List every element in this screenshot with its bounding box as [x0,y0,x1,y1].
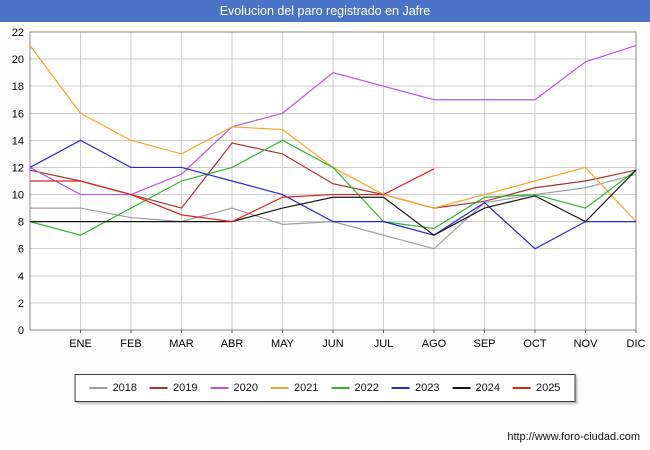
chart-legend: 2018 2019 2020 2021 2022 2023 2024 2025 [74,374,576,402]
series-2023 [29,139,636,250]
svg-text:NOV: NOV [574,338,599,350]
svg-text:FEB: FEB [120,338,141,350]
svg-text:20: 20 [12,54,24,66]
footer-url[interactable]: http://www.foro-ciudad.com [507,431,640,443]
legend-label: 2024 [475,382,500,394]
legend-label: 2021 [294,382,319,394]
y-axis-labels: 0 2 4 6 8 10 12 14 16 18 20 22 [12,27,24,337]
unemployment-line-chart: 0 2 4 6 8 10 12 14 16 18 20 22 ENE FEB MAR ABR MAY JUN JUL… [12,27,646,350]
svg-text:MAR: MAR [169,338,194,350]
svg-text:16: 16 [12,108,24,120]
svg-text:12: 12 [12,162,24,174]
legend-swatch-2019 [150,387,169,389]
legend-item-2019: 2019 [150,382,198,394]
legend-label: 2020 [233,382,259,394]
legend-item-2022: 2022 [331,382,379,394]
legend-item-2025: 2025 [512,382,561,394]
series-2025 [30,168,435,223]
svg-text:2: 2 [18,298,24,310]
svg-text:ABR: ABR [221,338,244,350]
legend-swatch-2023 [391,387,410,389]
svg-text:AGO: AGO [422,338,447,350]
legend-label: 2019 [173,382,198,394]
svg-text:6: 6 [18,244,24,256]
series-2024 [30,169,637,236]
x-axis-labels: ENE FEB MAR ABR MAY JUN JUL AGO SEP OCT NOV DIC [69,330,646,350]
legend-item-2023: 2023 [391,382,440,394]
legend-item-2021: 2021 [271,382,319,394]
svg-text:8: 8 [18,217,24,229]
legend-swatch-2018 [89,387,108,389]
legend-label: 2018 [112,382,138,394]
legend-swatch-2024 [452,387,471,389]
legend-label: 2025 [535,382,561,394]
legend-swatch-2022 [331,387,350,389]
legend-item-2018: 2018 [89,382,138,394]
legend-label: 2022 [354,382,379,394]
chart-title: Evolucion del paro registrado en Jafre [219,4,431,18]
svg-text:4: 4 [18,271,24,283]
svg-text:DIC: DIC [627,338,646,350]
svg-text:SEP: SEP [473,338,495,350]
svg-text:22: 22 [12,27,24,39]
series-2022 [29,139,637,236]
svg-text:14: 14 [12,135,24,147]
legend-swatch-2021 [271,387,290,389]
legend-item-2024: 2024 [452,382,500,394]
svg-text:0: 0 [18,325,24,337]
legend-item-2020: 2020 [210,382,259,394]
svg-text:JUN: JUN [322,338,343,350]
svg-text:JUL: JUL [374,338,394,350]
svg-text:10: 10 [12,190,24,202]
legend-label: 2023 [414,382,440,394]
svg-text:18: 18 [12,81,24,93]
svg-text:OCT: OCT [523,338,547,350]
legend-swatch-2025 [512,387,531,389]
svg-text:ENE: ENE [69,338,92,350]
chart-title-bar: Evolucion del paro registrado en Jafre [0,0,650,22]
legend-swatch-2020 [210,387,229,389]
svg-text:MAY: MAY [271,338,295,350]
